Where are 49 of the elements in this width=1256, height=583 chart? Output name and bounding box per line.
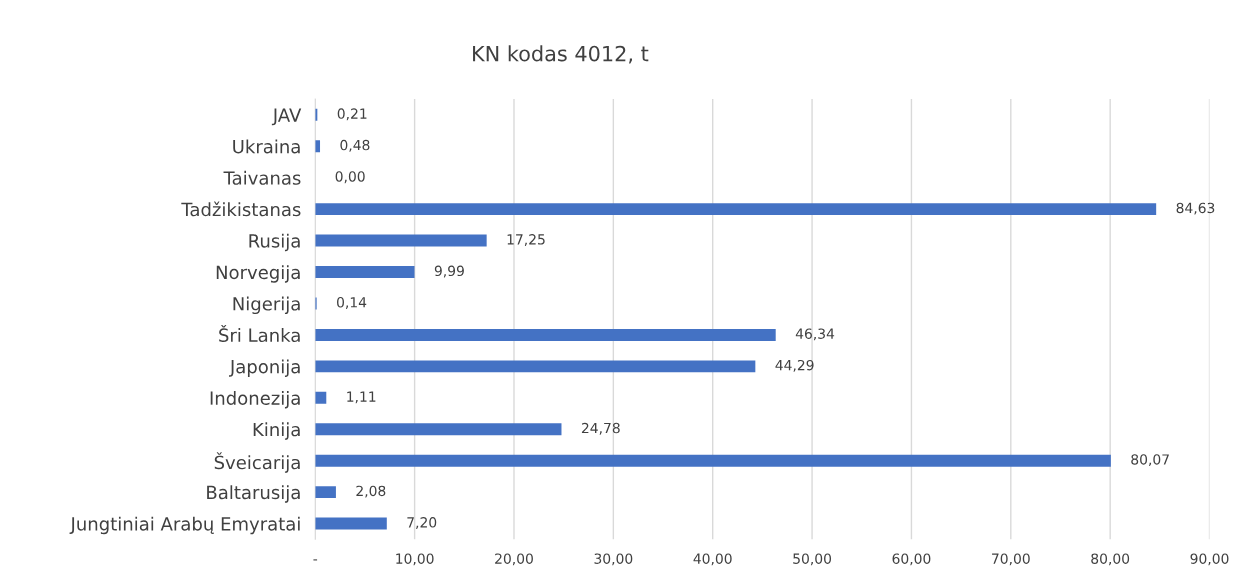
data-label: 44,29	[775, 359, 814, 372]
x-tick-label: 90,00	[1190, 553, 1229, 566]
bar	[315, 517, 387, 530]
bar	[315, 423, 562, 436]
data-label: 24,78	[581, 422, 620, 435]
x-tick-label: 20,00	[495, 553, 533, 566]
data-label: 7,20	[407, 517, 437, 529]
chart-title: KN kodas 4012, t	[473, 45, 649, 64]
y-tick-label: Tadžikistanas	[181, 201, 301, 217]
data-label: 0,21	[337, 108, 367, 121]
y-tick-label: Taivanas	[223, 170, 301, 185]
x-tick-label: -	[313, 559, 318, 561]
y-tick-label: Norvegija	[216, 265, 300, 283]
bar	[315, 486, 336, 499]
bar	[315, 454, 1111, 467]
y-tick-label: Nigerija	[233, 296, 300, 315]
y-tick-label: JAV	[271, 108, 302, 126]
y-tick-label: Šveicarija	[214, 452, 300, 473]
x-tick-label: 40,00	[693, 553, 732, 566]
x-tick-label: 10,00	[396, 553, 434, 566]
data-label: 0,48	[340, 139, 370, 152]
y-tick-label: Šri Lanka	[219, 325, 300, 343]
bar	[315, 328, 776, 341]
x-tick-label: 80,00	[1091, 553, 1130, 566]
x-tick-label: 60,00	[892, 553, 931, 566]
y-tick-label: Jungtiniai Arabų Emyratai	[69, 516, 300, 535]
y-tick-label: Japonija	[228, 359, 300, 377]
x-tick-label: 30,00	[594, 553, 633, 566]
y-tick-label: Ukraina	[233, 139, 300, 154]
data-label: 46,34	[795, 328, 835, 341]
bar	[315, 234, 487, 247]
bar	[315, 391, 327, 404]
bar	[315, 203, 1157, 216]
data-label: 17,25	[507, 234, 545, 247]
x-tick-label: 70,00	[992, 553, 1030, 566]
bar	[315, 360, 756, 373]
y-tick-label: Kinija	[253, 422, 300, 440]
data-label: 2,08	[356, 485, 386, 498]
bar	[315, 266, 415, 279]
data-label: 9,99	[434, 265, 464, 278]
data-label: 0,14	[337, 297, 367, 309]
y-tick-label: Rusija	[249, 233, 300, 252]
x-tick-label: 50,00	[793, 553, 832, 566]
data-label: 80,07	[1131, 454, 1169, 467]
y-tick-label: Baltarusija	[207, 485, 300, 503]
data-label: 0,00	[335, 171, 365, 184]
data-label: 84,63	[1176, 202, 1215, 215]
data-label: 1,11	[347, 391, 376, 404]
y-tick-label: Indonezija	[210, 390, 300, 409]
